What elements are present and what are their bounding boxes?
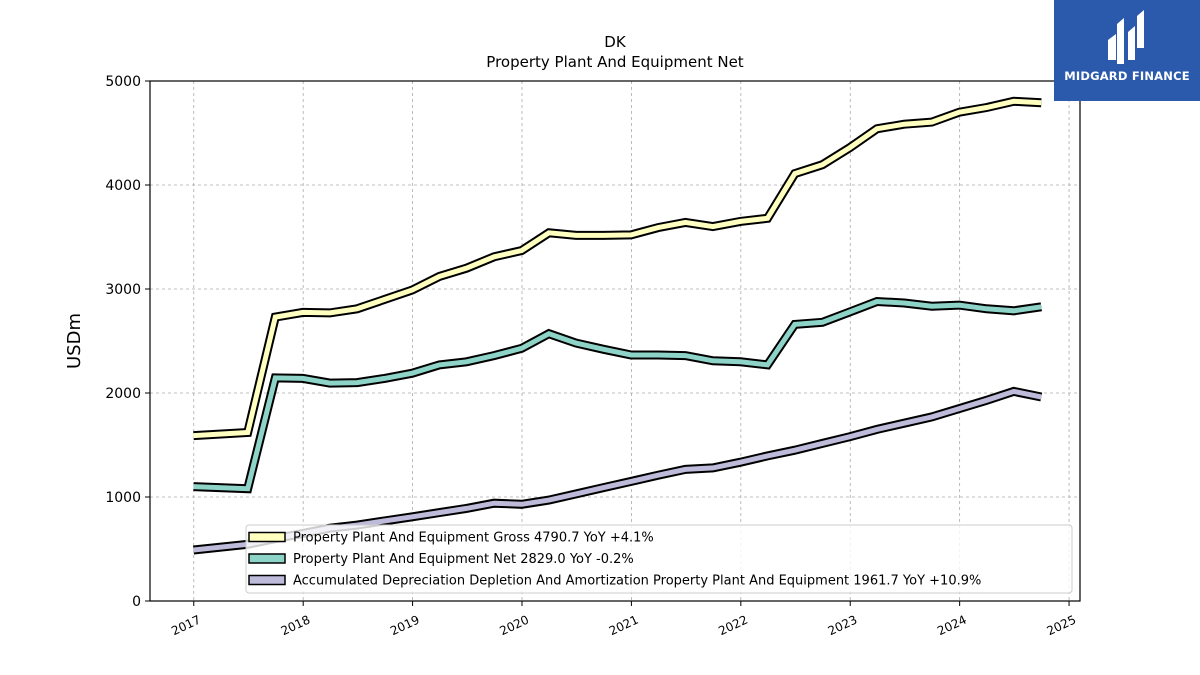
brand-logo: MIDGARD FINANCE [1054, 0, 1200, 101]
x-tick-label: 2024 [935, 613, 969, 639]
chart-subtitle: Property Plant And Equipment Net [486, 53, 743, 71]
x-tick-label: 2023 [826, 613, 860, 639]
y-axis: 0 1000 2000 3000 4000 5000 [105, 74, 150, 610]
legend-swatch [248, 531, 286, 543]
y-tick-label: 5000 [105, 74, 141, 90]
y-tick-label: 3000 [105, 282, 141, 298]
x-tick-label: 2019 [388, 613, 422, 639]
x-tick-label: 2018 [279, 613, 313, 639]
y-axis-label: USDm [64, 313, 85, 369]
y-tick-label: 4000 [105, 178, 141, 194]
x-tick-label: 2025 [1045, 613, 1079, 639]
y-tick-label: 1000 [105, 490, 141, 506]
legend-box [245, 524, 1073, 594]
x-tick-label: 2022 [716, 613, 750, 639]
logo-mark-icon [1108, 10, 1144, 64]
y-tick-label: 0 [132, 594, 141, 610]
legend-swatch [248, 553, 286, 564]
y-tick-label: 2000 [105, 386, 141, 402]
x-axis: 2017 2018 2019 2020 2021 2022 2023 2024 2025 [169, 601, 1078, 638]
series-line [193, 98, 1042, 439]
legend-label: Property Plant And Equipment Net 2829.0 … [293, 552, 634, 567]
plot-frame [149, 80, 1081, 602]
legend: Property Plant And Equipment Gross 4790.… [245, 524, 1073, 594]
series-1 [193, 296, 1042, 494]
chart-title: DK [604, 33, 627, 51]
series-line-outline [193, 296, 1042, 494]
logo-text: MIDGARD FINANCE [1064, 69, 1190, 83]
gridlines [150, 80, 1080, 602]
series-line [193, 298, 1042, 492]
x-tick-label: 2020 [498, 613, 532, 639]
x-tick-label: 2021 [607, 613, 641, 639]
legend-swatch [248, 574, 286, 586]
legend-label: Property Plant And Equipment Gross 4790.… [293, 531, 654, 546]
x-tick-label: 2017 [169, 613, 203, 639]
series-0 [193, 96, 1042, 441]
series-layer [193, 96, 1043, 555]
legend-label: Accumulated Depreciation Depletion And A… [293, 574, 981, 589]
